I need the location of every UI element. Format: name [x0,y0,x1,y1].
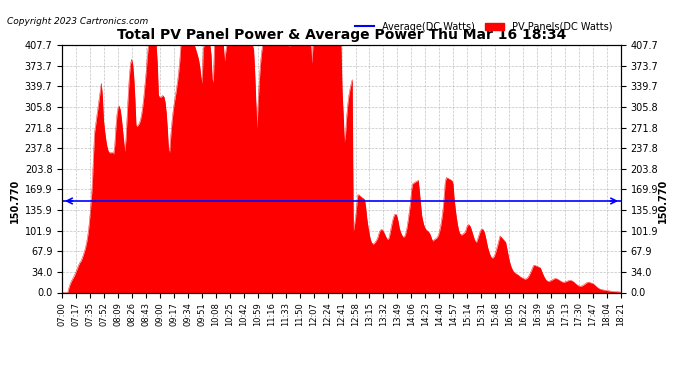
Title: Total PV Panel Power & Average Power Thu Mar 16 18:34: Total PV Panel Power & Average Power Thu… [117,28,566,42]
Legend: Average(DC Watts), PV Panels(DC Watts): Average(DC Watts), PV Panels(DC Watts) [351,18,616,36]
Text: Copyright 2023 Cartronics.com: Copyright 2023 Cartronics.com [7,17,148,26]
Text: 150.770: 150.770 [658,179,668,223]
Text: 150.770: 150.770 [10,179,19,223]
